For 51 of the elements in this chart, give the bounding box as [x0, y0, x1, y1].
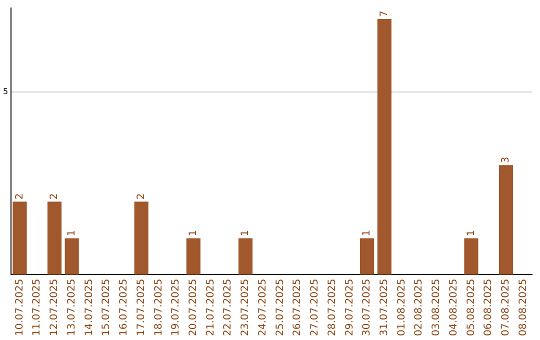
x-tick-label: 14.07.2025 — [84, 278, 95, 336]
data-label: 3 — [500, 156, 512, 164]
bar — [64, 238, 79, 275]
x-tick-label: 03.08.2025 — [431, 278, 442, 336]
x-tick-label: 12.07.2025 — [49, 278, 60, 336]
data-label: 2 — [136, 193, 147, 200]
x-tick-label: 13.07.2025 — [66, 278, 78, 336]
data-label: 1 — [466, 230, 477, 236]
x-tick-label: 25.07.2025 — [274, 278, 286, 336]
x-tick-label: 02.08.2025 — [414, 278, 425, 336]
data-label: 1 — [188, 230, 199, 236]
bar — [47, 202, 62, 275]
data-label: 2 — [14, 193, 26, 200]
x-tick-label: 10.07.2025 — [14, 278, 26, 336]
bar — [186, 238, 200, 275]
bar — [134, 202, 148, 275]
x-tick-label: 18.07.2025 — [153, 278, 164, 336]
x-tick-label: 28.07.2025 — [326, 278, 338, 336]
data-label: 1 — [240, 230, 252, 236]
data-label: 1 — [66, 230, 78, 236]
x-tick-label: 29.07.2025 — [344, 278, 356, 336]
bar — [238, 238, 253, 275]
x-tick-label: 17.07.2025 — [136, 278, 147, 336]
y-tick-label: 5 — [2, 87, 8, 96]
x-tick-label: 23.07.2025 — [240, 278, 252, 336]
x-tick-label: 16.07.2025 — [118, 278, 130, 336]
bar — [12, 202, 27, 275]
bar — [498, 165, 513, 275]
bar — [377, 18, 392, 275]
x-tick-label: 04.08.2025 — [448, 278, 460, 336]
data-label: 7 — [379, 10, 390, 17]
bar — [360, 238, 374, 275]
x-tick-label: 27.07.2025 — [310, 278, 321, 336]
x-tick-label: 19.07.2025 — [170, 278, 182, 336]
x-tick-label: 30.07.2025 — [362, 278, 373, 336]
x-tick-label: 06.08.2025 — [483, 278, 494, 336]
x-tick-label: 31.07.2025 — [379, 278, 390, 336]
x-tick-label: 26.07.2025 — [292, 278, 304, 336]
x-tick-label: 05.08.2025 — [466, 278, 477, 336]
x-tick-label: 21.07.2025 — [205, 278, 216, 336]
data-label: 2 — [49, 193, 60, 200]
x-tick-label: 20.07.2025 — [188, 278, 199, 336]
x-tick-label: 08.08.2025 — [518, 278, 529, 336]
data-label: 1 — [362, 230, 373, 236]
x-tick-label: 07.08.2025 — [500, 278, 512, 336]
x-tick-label: 01.08.2025 — [396, 278, 408, 336]
x-tick-label: 24.07.2025 — [257, 278, 268, 336]
x-tick-label: 11.07.2025 — [32, 278, 43, 336]
x-tick-label: 22.07.2025 — [222, 278, 234, 336]
bar — [464, 238, 478, 275]
x-tick-label: 15.07.2025 — [101, 278, 112, 336]
